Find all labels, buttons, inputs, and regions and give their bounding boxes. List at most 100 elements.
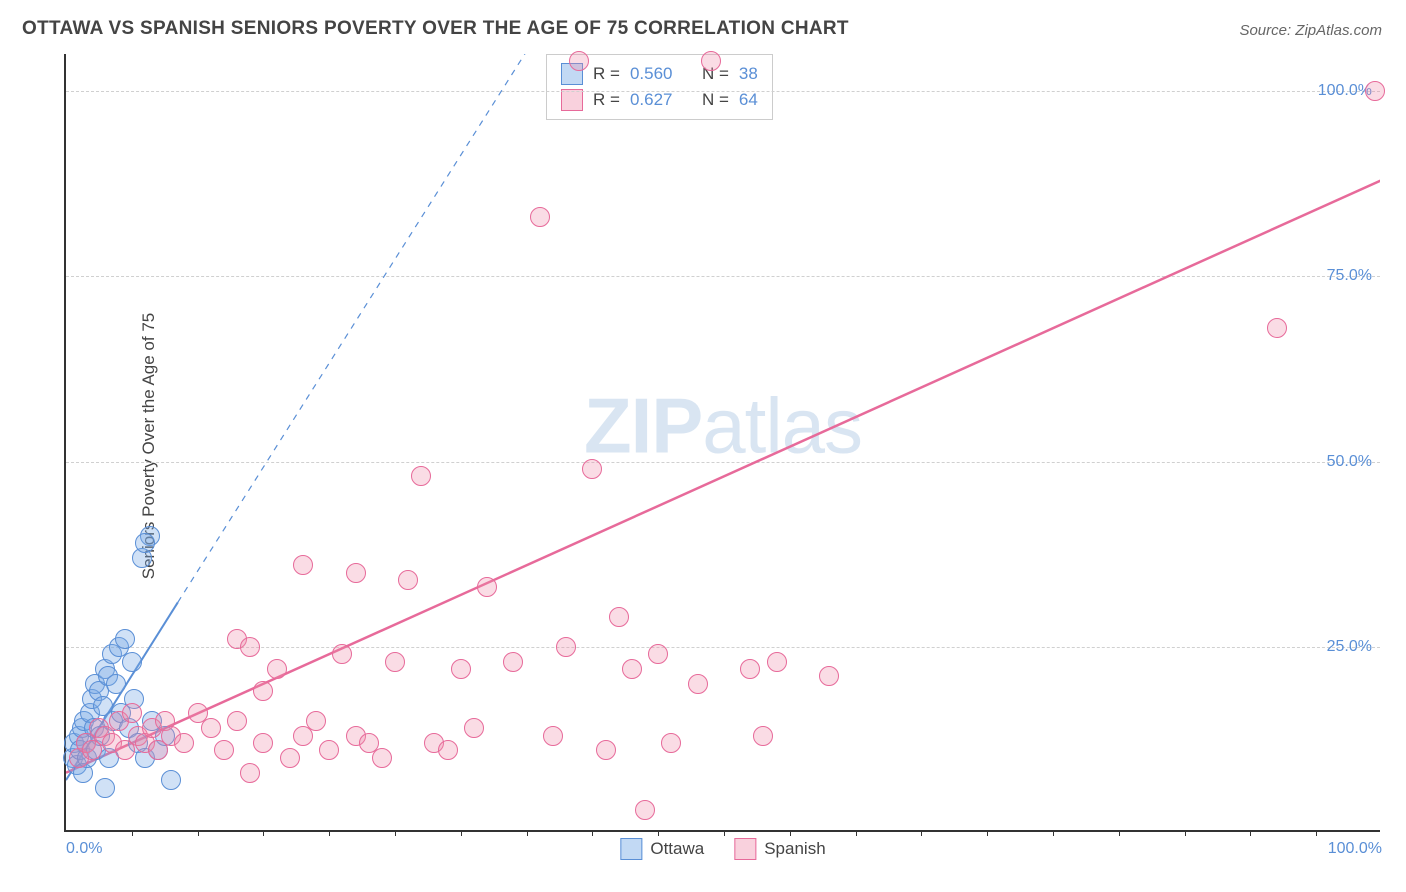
data-point-spanish (451, 659, 471, 679)
data-point-ottawa (106, 674, 126, 694)
x-tick (1119, 830, 1120, 836)
swatch-ottawa (620, 838, 642, 860)
data-point-spanish (372, 748, 392, 768)
data-point-ottawa (161, 770, 181, 790)
data-point-spanish (503, 652, 523, 672)
data-point-spanish (398, 570, 418, 590)
swatch-spanish (561, 89, 583, 111)
stats-row-ottawa: R = 0.560 N = 38 (561, 61, 758, 87)
x-tick (658, 830, 659, 836)
watermark: ZIPatlas (584, 381, 862, 472)
data-point-spanish (464, 718, 484, 738)
x-tick (592, 830, 593, 836)
x-tick (921, 830, 922, 836)
n-label: N = (702, 90, 729, 110)
x-tick (1316, 830, 1317, 836)
data-point-spanish (280, 748, 300, 768)
data-point-spanish (227, 711, 247, 731)
data-point-spanish (622, 659, 642, 679)
data-point-spanish (319, 740, 339, 760)
x-tick-label: 100.0% (1328, 840, 1382, 858)
data-point-spanish (240, 763, 260, 783)
data-point-spanish (1267, 318, 1287, 338)
x-tick (724, 830, 725, 836)
data-point-spanish (569, 51, 589, 71)
data-point-spanish (253, 733, 273, 753)
r-label: R = (593, 64, 620, 84)
data-point-spanish (122, 703, 142, 723)
data-point-spanish (267, 659, 287, 679)
data-point-spanish (306, 711, 326, 731)
legend: Ottawa Spanish (620, 838, 825, 860)
data-point-spanish (556, 637, 576, 657)
x-tick-label: 0.0% (66, 840, 102, 858)
y-tick-label: 75.0% (1327, 267, 1372, 285)
data-point-spanish (753, 726, 773, 746)
gridline-h (66, 462, 1380, 463)
chart-container: OTTAWA VS SPANISH SENIORS POVERTY OVER T… (0, 0, 1406, 892)
data-point-spanish (240, 637, 260, 657)
legend-item-spanish: Spanish (734, 838, 825, 860)
watermark-bold: ZIP (584, 382, 702, 470)
x-tick (461, 830, 462, 836)
data-point-spanish (582, 459, 602, 479)
y-tick-label: 50.0% (1327, 453, 1372, 471)
x-tick (987, 830, 988, 836)
data-point-spanish (701, 51, 721, 71)
data-point-spanish (293, 555, 313, 575)
n-value: 64 (739, 90, 758, 110)
data-point-spanish (635, 800, 655, 820)
swatch-spanish (734, 838, 756, 860)
legend-label: Spanish (764, 839, 825, 859)
gridline-h (66, 647, 1380, 648)
plot-area: ZIPatlas R = 0.560 N = 38 R = 0.627 N = … (64, 54, 1380, 832)
data-point-spanish (688, 674, 708, 694)
data-point-spanish (819, 666, 839, 686)
r-value: 0.627 (630, 90, 673, 110)
data-point-spanish (411, 466, 431, 486)
x-tick (395, 830, 396, 836)
x-tick (790, 830, 791, 836)
x-tick (527, 830, 528, 836)
data-point-ottawa (135, 533, 155, 553)
data-point-spanish (661, 733, 681, 753)
data-point-ottawa (115, 629, 135, 649)
data-point-spanish (543, 726, 563, 746)
data-point-spanish (648, 644, 668, 664)
x-tick (263, 830, 264, 836)
data-point-spanish (214, 740, 234, 760)
gridline-h (66, 91, 1380, 92)
y-tick-label: 25.0% (1327, 638, 1372, 656)
data-point-spanish (477, 577, 497, 597)
x-tick (132, 830, 133, 836)
data-point-spanish (596, 740, 616, 760)
x-tick (329, 830, 330, 836)
chart-title: OTTAWA VS SPANISH SENIORS POVERTY OVER T… (22, 18, 849, 40)
data-point-ottawa (95, 778, 115, 798)
x-tick (1185, 830, 1186, 836)
x-tick (198, 830, 199, 836)
data-point-spanish (767, 652, 787, 672)
data-point-spanish (609, 607, 629, 627)
r-label: R = (593, 90, 620, 110)
data-point-spanish (201, 718, 221, 738)
data-point-spanish (174, 733, 194, 753)
data-point-spanish (253, 681, 273, 701)
data-point-spanish (1365, 81, 1385, 101)
y-tick-label: 100.0% (1318, 82, 1372, 100)
x-tick (1250, 830, 1251, 836)
gridline-h (66, 276, 1380, 277)
n-value: 38 (739, 64, 758, 84)
data-point-spanish (346, 563, 366, 583)
x-tick (856, 830, 857, 836)
x-tick (1053, 830, 1054, 836)
r-value: 0.560 (630, 64, 673, 84)
data-point-spanish (438, 740, 458, 760)
legend-item-ottawa: Ottawa (620, 838, 704, 860)
data-point-spanish (530, 207, 550, 227)
data-point-spanish (385, 652, 405, 672)
watermark-rest: atlas (702, 382, 862, 470)
data-point-spanish (332, 644, 352, 664)
trend-lines (66, 54, 1380, 830)
source-attribution: Source: ZipAtlas.com (1239, 22, 1382, 39)
